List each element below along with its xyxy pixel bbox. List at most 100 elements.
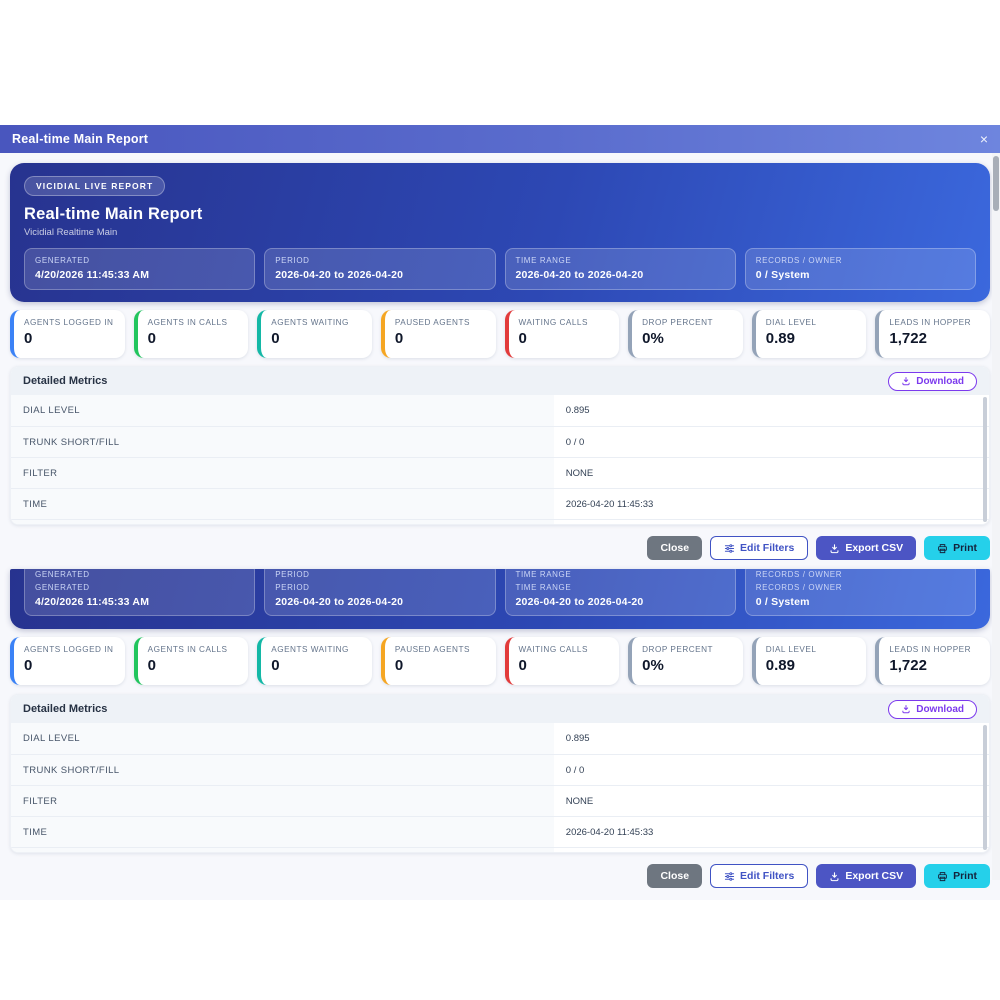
info-label: PERIOD — [275, 256, 310, 265]
stat-card-dial-level: DIAL LEVEL 0.89 — [751, 637, 867, 685]
edit-filters-button[interactable]: Edit Filters — [710, 536, 809, 560]
stat-value: 0 — [24, 657, 33, 674]
download-icon — [902, 377, 910, 386]
banner-info-grid: GENERATED GENERATED 4/20/2026 11:45:33 A… — [24, 569, 976, 616]
sliders-icon — [724, 543, 735, 553]
stats-row-duplicate: AGENTS LOGGED IN 0 AGENTS IN CALLS 0 AGE… — [10, 637, 990, 685]
printer-icon — [938, 543, 947, 553]
stat-label: LEADS IN HOPPER — [889, 645, 972, 654]
table-row: FILTER NONE — [11, 457, 989, 488]
stat-value: 0 — [518, 657, 527, 674]
stat-label: WAITING CALLS — [518, 645, 588, 654]
stat-card-drop-percent: DROP PERCENT 0% — [628, 310, 743, 358]
print-label: Print — [953, 542, 977, 554]
stat-card-agents-logged-in: AGENTS LOGGED IN 0 — [10, 637, 125, 685]
info-value: 2026-04-20 to 2026-04-20 — [515, 596, 644, 608]
info-label: GENERATED — [35, 256, 90, 265]
table-row: DIAL LEVEL 0.895 — [11, 723, 989, 754]
stat-value: 0 — [518, 330, 527, 347]
row-value: NONE — [565, 795, 594, 807]
edit-filters-button[interactable]: Edit Filters — [710, 864, 809, 888]
modal-scrollbar-thumb[interactable] — [993, 156, 999, 211]
info-value: 0 / System — [755, 269, 810, 281]
close-label: Close — [660, 870, 690, 882]
info-label: GENERATED — [35, 570, 90, 579]
table-row: FILTER NONE — [11, 785, 989, 816]
row-label: TIME — [11, 817, 554, 847]
info-box-period: PERIOD 2026-04-20 to 2026-04-20 — [264, 248, 496, 290]
info-label: RECORDS / OWNER — [755, 256, 843, 265]
stat-card-agents-in-calls: AGENTS IN CALLS 0 — [133, 637, 249, 685]
table-scrollbar[interactable] — [983, 397, 987, 522]
row-value: 0 / 0 — [565, 436, 585, 448]
info-value: 2026-04-20 to 2026-04-20 — [515, 269, 644, 281]
export-csv-button[interactable]: Export CSV — [816, 536, 917, 560]
print-button[interactable]: Print — [924, 864, 990, 888]
info-label: RECORDS / OWNER — [755, 570, 843, 579]
stat-value: 0 — [394, 330, 404, 347]
close-icon[interactable]: × — [979, 131, 988, 147]
stat-card-paused-agents: PAUSED AGENTS 0 — [380, 637, 496, 685]
close-button[interactable]: Close — [647, 536, 703, 560]
info-label: PERIOD — [275, 583, 310, 592]
stat-value: 0% — [642, 657, 664, 674]
detailed-metrics-card-duplicate: Detailed Metrics Download DIAL LEVEL 0.8… — [10, 694, 990, 853]
stat-card-agents-in-calls: AGENTS IN CALLS 0 — [133, 310, 249, 358]
info-box-records-owner: RECORDS / OWNER 0 / System — [744, 248, 976, 290]
info-box-time-range: TIME RANGE TIME RANGE 2026-04-20 to 2026… — [504, 569, 736, 616]
close-button[interactable]: Close — [647, 864, 703, 888]
info-label: TIME RANGE — [515, 256, 572, 265]
row-label: DIAL LEVEL — [11, 723, 554, 754]
table-row: TRUNK SHORT/FILL 0 / 0 — [11, 754, 989, 785]
export-csv-button[interactable]: Export CSV — [816, 864, 917, 888]
detailed-metrics-header: Detailed Metrics Download — [11, 367, 989, 395]
row-value: NONE — [565, 467, 594, 479]
stat-card-agents-waiting: AGENTS WAITING 0 — [257, 310, 372, 358]
download-icon — [902, 705, 910, 714]
table-row-partial — [11, 847, 989, 852]
detailed-metrics-title: Detailed Metrics — [23, 375, 108, 387]
stat-label: AGENTS IN CALLS — [147, 645, 228, 654]
modal-header: Real-time Main Report × — [0, 125, 1000, 153]
info-value: 4/20/2026 11:45:33 AM — [35, 269, 150, 281]
info-box-records-owner: RECORDS / OWNER RECORDS / OWNER 0 / Syst… — [744, 569, 976, 616]
row-value: 0.895 — [565, 405, 590, 416]
info-value: 4/20/2026 11:45:33 AM — [35, 596, 150, 608]
row-value: 0 / 0 — [565, 764, 585, 776]
download-button[interactable]: Download — [888, 371, 977, 391]
info-box-period: PERIOD PERIOD 2026-04-20 to 2026-04-20 — [264, 569, 496, 616]
table-row: TIME 2026-04-20 11:45:33 — [11, 488, 989, 519]
modal-scrollbar-track[interactable] — [992, 153, 1000, 880]
print-button[interactable]: Print — [924, 536, 990, 560]
stat-label: PAUSED AGENTS — [394, 318, 470, 327]
stat-card-leads-in-hopper: LEADS IN HOPPER 1,722 — [875, 310, 990, 358]
stat-card-paused-agents: PAUSED AGENTS 0 — [380, 310, 496, 358]
download-icon — [830, 871, 839, 881]
stat-card-waiting-calls: WAITING CALLS 0 — [504, 310, 620, 358]
info-box-time-range: TIME RANGE 2026-04-20 to 2026-04-20 — [504, 248, 736, 290]
actions-row: Close Edit Filters Export CSV Print — [10, 536, 990, 560]
stat-label: DIAL LEVEL — [765, 318, 817, 327]
stat-label: LEADS IN HOPPER — [889, 318, 972, 327]
detailed-metrics-title: Detailed Metrics — [23, 703, 108, 715]
row-label: DIAL LEVEL — [11, 395, 554, 426]
stat-value: 0 — [147, 330, 156, 347]
stat-value: 1,722 — [889, 330, 927, 347]
stat-card-waiting-calls: WAITING CALLS 0 — [504, 637, 620, 685]
info-box-generated: GENERATED GENERATED 4/20/2026 11:45:33 A… — [24, 569, 256, 616]
download-icon — [830, 543, 839, 553]
edit-filters-label: Edit Filters — [740, 542, 795, 554]
download-button[interactable]: Download — [888, 699, 977, 719]
row-label: FILTER — [11, 786, 554, 816]
stat-value: 0 — [271, 330, 280, 347]
stat-card-dial-level: DIAL LEVEL 0.89 — [751, 310, 867, 358]
download-label: Download — [916, 703, 964, 715]
stat-label: WAITING CALLS — [518, 318, 588, 327]
report-subtitle: Vicidial Realtime Main — [24, 227, 118, 238]
stat-value: 0 — [394, 657, 404, 674]
print-label: Print — [953, 870, 977, 882]
info-box-generated: GENERATED 4/20/2026 11:45:33 AM — [24, 248, 256, 290]
table-scrollbar[interactable] — [983, 725, 987, 850]
info-label: PERIOD — [275, 570, 310, 579]
